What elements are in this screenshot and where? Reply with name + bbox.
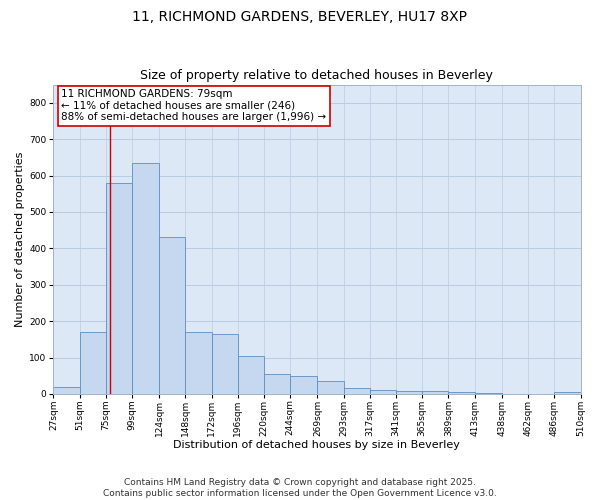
Bar <box>448 392 475 394</box>
Text: Contains HM Land Registry data © Crown copyright and database right 2025.
Contai: Contains HM Land Registry data © Crown c… <box>103 478 497 498</box>
Y-axis label: Number of detached properties: Number of detached properties <box>15 152 25 327</box>
Bar <box>264 374 290 394</box>
Bar <box>396 391 422 394</box>
Bar <box>290 376 317 394</box>
Bar <box>53 386 80 394</box>
X-axis label: Distribution of detached houses by size in Beverley: Distribution of detached houses by size … <box>173 440 460 450</box>
Text: 11 RICHMOND GARDENS: 79sqm
← 11% of detached houses are smaller (246)
88% of sem: 11 RICHMOND GARDENS: 79sqm ← 11% of deta… <box>61 89 326 122</box>
Bar <box>370 390 396 394</box>
Bar <box>317 381 344 394</box>
Bar <box>238 356 264 394</box>
Text: 11, RICHMOND GARDENS, BEVERLEY, HU17 8XP: 11, RICHMOND GARDENS, BEVERLEY, HU17 8XP <box>133 10 467 24</box>
Bar <box>132 163 159 394</box>
Bar <box>554 392 581 394</box>
Bar <box>475 393 502 394</box>
Bar <box>80 332 106 394</box>
Title: Size of property relative to detached houses in Beverley: Size of property relative to detached ho… <box>140 69 493 82</box>
Bar <box>344 388 370 394</box>
Bar <box>106 183 132 394</box>
Bar <box>159 238 185 394</box>
Bar <box>185 332 212 394</box>
Bar <box>422 392 448 394</box>
Bar <box>212 334 238 394</box>
